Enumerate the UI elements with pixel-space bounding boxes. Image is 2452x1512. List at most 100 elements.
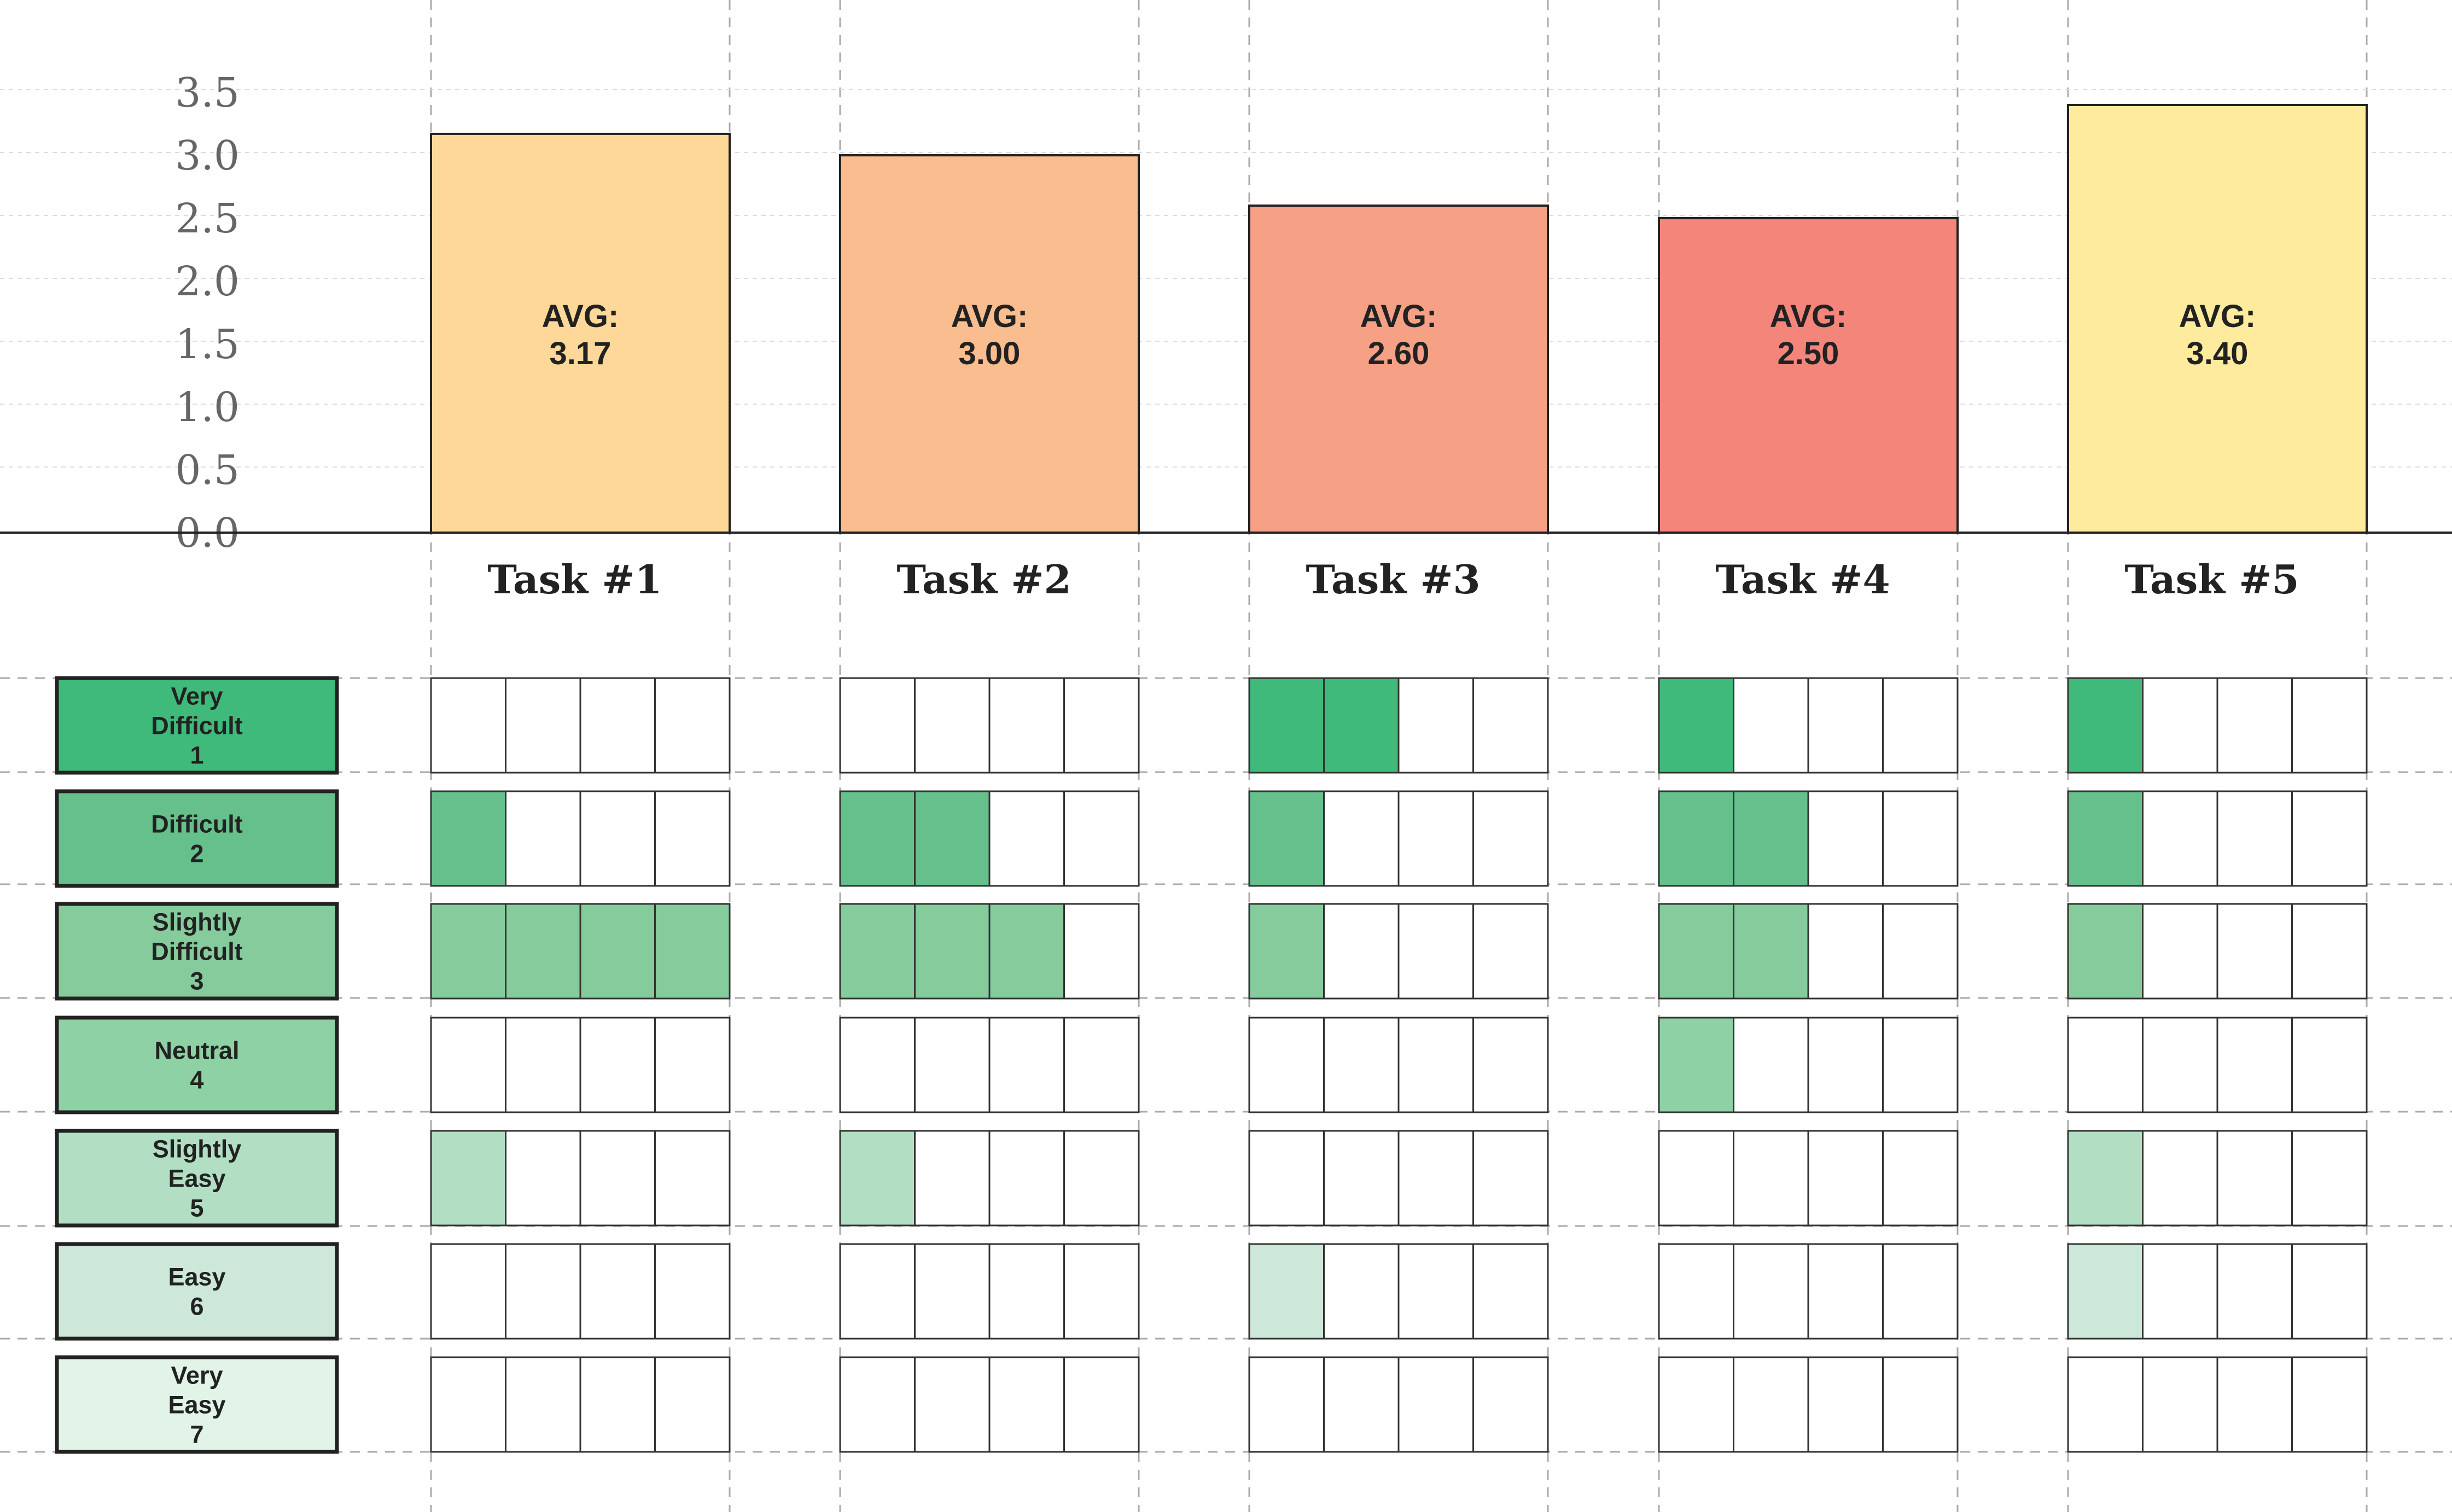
response-cell-empty: [1658, 1243, 1734, 1340]
response-cell-empty: [1472, 790, 1549, 887]
response-cell-filled: [1323, 677, 1400, 774]
response-cell-empty: [1882, 1130, 1959, 1227]
response-cell-empty: [2216, 1130, 2293, 1227]
response-cell-filled: [914, 903, 991, 1000]
bar-value-label: 3.17: [550, 336, 611, 371]
response-cell-empty: [579, 1017, 656, 1113]
rating-label-box: [55, 789, 339, 888]
response-cell-empty: [1882, 903, 1959, 1000]
response-cell-empty: [1248, 1356, 1325, 1453]
response-cell-empty: [914, 1243, 991, 1340]
response-cell-empty: [654, 677, 731, 774]
response-cell-filled: [839, 790, 916, 887]
response-cell-filled: [2067, 1243, 2144, 1340]
response-cell-empty: [1472, 1130, 1549, 1227]
rating-label-text: 6: [190, 1293, 203, 1321]
y-tick-label: 2.0: [175, 258, 240, 305]
bar: [839, 154, 1140, 534]
response-cell-empty: [988, 1130, 1065, 1227]
response-cell-empty: [1472, 677, 1549, 774]
y-tick-label: 3.5: [175, 69, 240, 116]
response-cell-empty: [1807, 1243, 1884, 1340]
response-cell-empty: [1882, 1017, 1959, 1113]
response-cell-empty: [1807, 1017, 1884, 1113]
response-cell-empty: [2291, 1356, 2368, 1453]
response-cell-empty: [579, 1130, 656, 1227]
response-cell-empty: [839, 1017, 916, 1113]
response-cell-empty: [1733, 677, 1809, 774]
response-cell-filled: [1658, 1017, 1734, 1113]
response-cell-empty: [505, 790, 581, 887]
response-cell-empty: [1397, 1130, 1474, 1227]
response-cell-filled: [1658, 677, 1734, 774]
task-labels: Task #1 Task #2 Task #3 Task #4 Task #5: [487, 556, 2299, 603]
rating-label-text: Easy: [168, 1391, 225, 1419]
response-cell-empty: [1658, 1356, 1734, 1453]
response-cell-empty: [2067, 1017, 2144, 1113]
response-cell-empty: [1323, 1130, 1400, 1227]
response-cell-filled: [654, 903, 731, 1000]
bar-value-label: AVG:: [1360, 299, 1437, 334]
response-cell-empty: [2216, 1243, 2293, 1340]
response-cell-empty: [505, 1356, 581, 1453]
response-cell-empty: [1063, 1356, 1140, 1453]
y-tick-label: 0.5: [175, 447, 240, 494]
rating-label-box: [55, 676, 339, 775]
response-cell-empty: [988, 1356, 1065, 1453]
response-cell-filled: [1733, 903, 1809, 1000]
response-cell-empty: [914, 1356, 991, 1453]
response-cell-filled: [2067, 790, 2144, 887]
response-cell-empty: [430, 1356, 506, 1453]
y-tick-label: 1.0: [175, 384, 240, 431]
bar-value-label: 3.00: [959, 336, 1021, 371]
response-cell-empty: [1323, 903, 1400, 1000]
response-cell-empty: [1882, 677, 1959, 774]
response-cell-filled: [839, 903, 916, 1000]
response-cell-empty: [2216, 903, 2293, 1000]
rating-label-box: [55, 1242, 339, 1341]
response-cell-empty: [1472, 1356, 1549, 1453]
response-cell-empty: [1397, 1356, 1474, 1453]
rating-label-text: Slightly: [153, 908, 242, 936]
response-cell-empty: [2216, 1356, 2293, 1453]
response-cell-empty: [1807, 1356, 1884, 1453]
y-tick-label: 2.5: [175, 195, 240, 242]
response-cell-filled: [430, 1130, 506, 1227]
response-cell-filled: [2067, 903, 2144, 1000]
response-cell-empty: [1248, 1130, 1325, 1227]
response-cell-empty: [579, 1356, 656, 1453]
rating-label-text: 1: [190, 742, 203, 769]
response-cell-filled: [2067, 677, 2144, 774]
rating-label-text: Difficult: [151, 938, 242, 966]
response-cell-empty: [654, 1243, 731, 1340]
response-cell-empty: [1063, 790, 1140, 887]
task-label: Task #5: [2124, 556, 2299, 603]
response-cell-empty: [1063, 1243, 1140, 1340]
rating-label-text: Very: [171, 1362, 223, 1390]
response-grid: [430, 677, 2368, 1453]
response-cell-empty: [988, 677, 1065, 774]
response-cell-empty: [2142, 1356, 2218, 1453]
response-cell-filled: [430, 790, 506, 887]
bar-value-label: 2.50: [1778, 336, 1839, 371]
response-cell-filled: [1733, 790, 1809, 887]
response-cell-filled: [430, 903, 506, 1000]
response-cell-empty: [1733, 1017, 1809, 1113]
response-cell-empty: [988, 1243, 1065, 1340]
response-cell-empty: [2142, 677, 2218, 774]
response-cell-filled: [988, 903, 1065, 1000]
rating-label-text: Easy: [168, 1263, 225, 1291]
response-cell-empty: [1323, 1243, 1400, 1340]
response-cell-empty: [430, 1243, 506, 1340]
rating-label-text: 3: [190, 967, 203, 995]
response-cell-empty: [1882, 790, 1959, 887]
bar-value-label: 3.40: [2187, 336, 2249, 371]
rating-label-box: [55, 1129, 339, 1228]
response-cell-empty: [1397, 677, 1474, 774]
response-cell-empty: [430, 1017, 506, 1113]
response-cell-empty: [914, 1130, 991, 1227]
response-cell-empty: [654, 1130, 731, 1227]
rating-label-text: Difficult: [151, 810, 242, 838]
